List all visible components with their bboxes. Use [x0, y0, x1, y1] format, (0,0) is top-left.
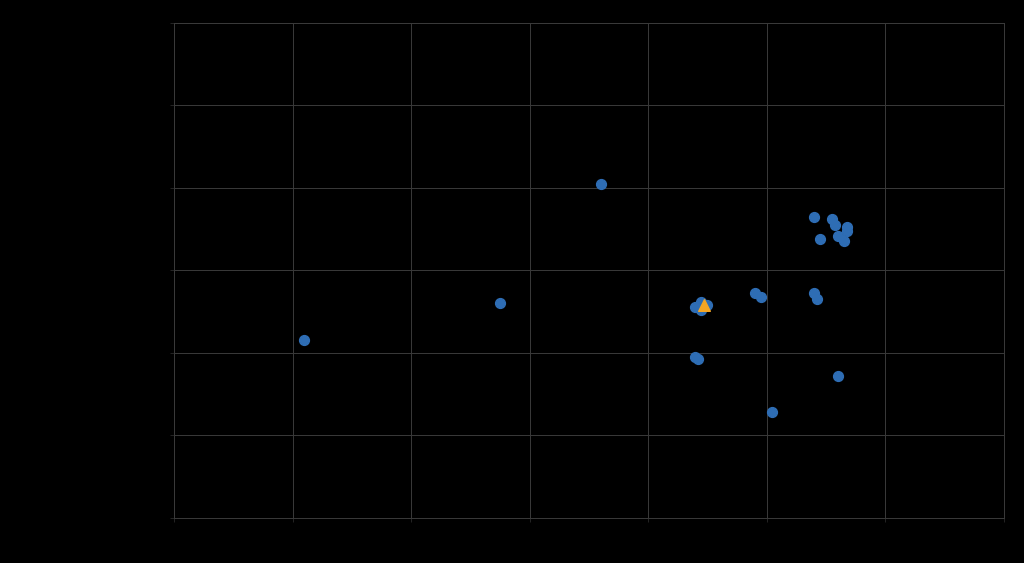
- Point: [693, 305, 710, 314]
- Point: [699, 301, 716, 310]
- Point: [806, 212, 822, 221]
- Point: [806, 289, 822, 298]
- Point: [696, 301, 713, 310]
- Point: [687, 352, 703, 361]
- Point: [753, 292, 769, 301]
- Point: [839, 223, 855, 232]
- Point: [836, 237, 852, 246]
- Point: [746, 289, 763, 298]
- Point: [829, 231, 846, 240]
- Point: [492, 299, 508, 308]
- Point: [687, 303, 703, 312]
- Point: [693, 297, 710, 306]
- Point: [823, 215, 840, 224]
- Point: [826, 220, 843, 229]
- Point: [829, 372, 846, 381]
- Point: [690, 355, 707, 364]
- Point: [593, 179, 609, 188]
- Point: [764, 408, 780, 417]
- Point: [296, 336, 312, 345]
- Point: [839, 226, 855, 235]
- Point: [812, 234, 828, 243]
- Point: [809, 294, 825, 303]
